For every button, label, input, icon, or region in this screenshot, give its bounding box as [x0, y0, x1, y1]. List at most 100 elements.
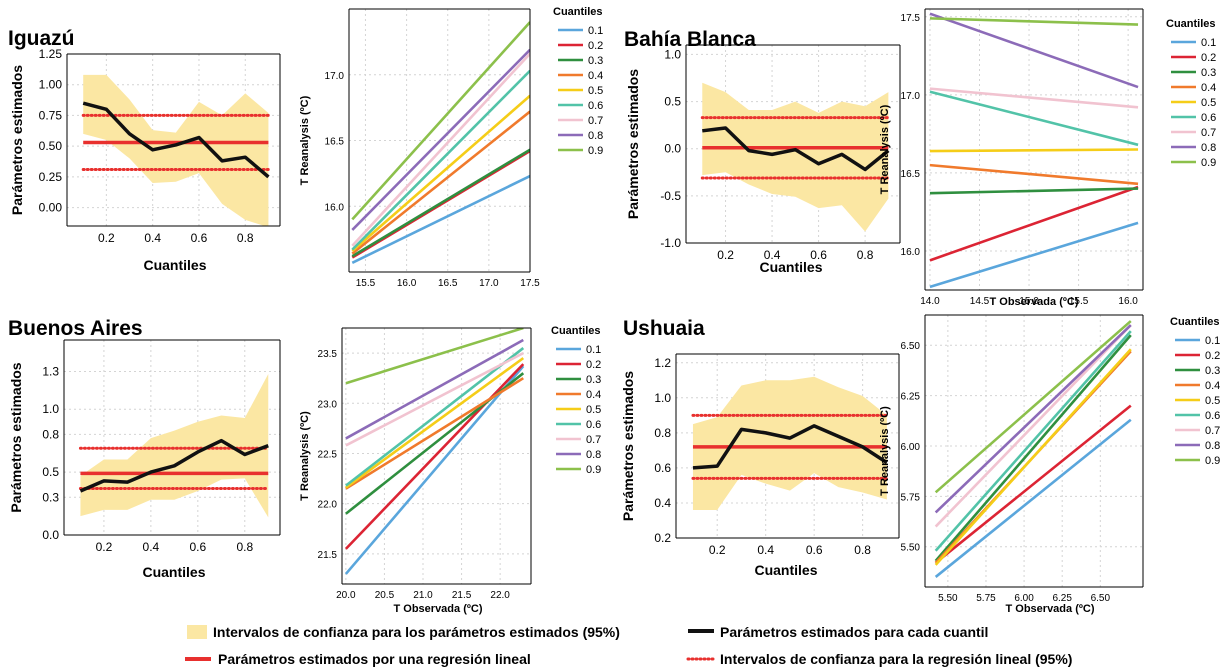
quantile-estimate-line — [702, 126, 890, 172]
x-tick-label: 16.0 — [1118, 296, 1138, 307]
y-tick-label: 0.0 — [664, 142, 681, 156]
plot-area — [351, 21, 530, 264]
x-tick-label: 22.0 — [490, 590, 510, 601]
x-tick-label: 0.4 — [143, 540, 160, 554]
chart-bahia-lines: 14.0 14.5 15.0 15.5 16.0 17.5 17.0 16.5 16.0 T Ob… — [879, 8, 1216, 308]
legend-band-label: Intervalos de confianza para los parámet… — [213, 624, 620, 640]
legend-title: Cuantiles — [553, 6, 603, 18]
y-tick-label: 16.5 — [901, 169, 921, 180]
series-line-0.5 — [934, 348, 1132, 566]
legend-label-0.6: 0.6 — [588, 100, 603, 112]
quantile-estimate-line — [692, 424, 888, 470]
legend-label-0.5: 0.5 — [586, 404, 601, 416]
series-line-0.1 — [934, 418, 1132, 578]
x-axis-label: Cuantiles — [754, 562, 817, 578]
y-tick-label: 0.75 — [39, 108, 63, 122]
x-tick-label: 5.50 — [938, 593, 958, 604]
series-line-0.2 — [934, 404, 1132, 564]
series-line-0.9 — [345, 328, 524, 385]
y-tick-label: -0.5 — [660, 189, 681, 203]
legend-label-0.2: 0.2 — [586, 359, 601, 371]
x-tick-label: 21.5 — [452, 590, 472, 601]
plot-area — [81, 74, 270, 226]
legend-label-0.2: 0.2 — [588, 40, 603, 52]
series-line-0.9 — [929, 17, 1139, 26]
chart-buenos-params: 0.2 0.4 0.6 0.8 1.3 1.0 0.8 0.5 0.3 0.0 Cuantiles P… — [8, 317, 281, 580]
legend-label-0.4: 0.4 — [586, 389, 601, 401]
y-tick-label: 0.0 — [42, 528, 59, 542]
legend-ci-label: Intervalos de confianza para la regresió… — [720, 651, 1072, 667]
y-tick-label: 22.5 — [318, 449, 338, 460]
y-tick-label: 0.25 — [39, 170, 63, 184]
legend-label-0.4: 0.4 — [1201, 82, 1216, 94]
y-axis-label: Parámetros estimados — [625, 69, 641, 219]
series-line-0.8 — [929, 12, 1139, 89]
legend-label-0.7: 0.7 — [1201, 127, 1216, 139]
series-line-0.2 — [344, 363, 525, 550]
x-tick-label: 6.50 — [1091, 593, 1111, 604]
y-tick-label: 0.5 — [664, 95, 681, 109]
panel-title: Iguazú — [8, 27, 75, 50]
legend-label-0.9: 0.9 — [1201, 157, 1216, 169]
chart-iguazu-params: 0.2 0.4 0.6 0.8 1.25 1.00 0.75 0.50 0.25 0.00 Cuan… — [8, 27, 281, 273]
chart-ushuaia-params: 0.2 0.4 0.6 0.8 1.2 1.0 0.8 0.6 0.4 0.2 Cuantiles P… — [620, 317, 900, 578]
y-tick-label: 0.3 — [42, 490, 59, 504]
y-tick-label: 21.5 — [318, 550, 338, 561]
y-axis-label: Parámetros estimados — [620, 371, 636, 521]
legend-label-0.8: 0.8 — [588, 130, 603, 142]
x-axis-label: Cuantiles — [142, 564, 205, 580]
plot-area — [344, 328, 525, 575]
x-tick-label: 20.5 — [375, 590, 395, 601]
x-tick-label: 16.5 — [438, 278, 458, 289]
y-tick-label: 17.0 — [901, 91, 921, 102]
plot-area — [691, 376, 889, 510]
x-tick-label: 0.2 — [98, 231, 115, 245]
chart-buenos-lines: 20.0 20.5 21.0 21.5 22.0 23.5 23.0 22.5 22.0 21.5… — [299, 325, 601, 615]
bottom-legend: Intervalos de confianza para los parámet… — [185, 624, 1072, 667]
chart-iguazu-lines: 15.5 16.0 16.5 17.0 17.5 17.0 16.5 16.0 T Reanal… — [299, 6, 603, 289]
series-line-0.6 — [929, 90, 1139, 147]
x-tick-label: 14.0 — [920, 296, 940, 307]
panel-title: Ushuaia — [623, 317, 705, 340]
legend-qreg-label: Parámetros estimados para cada cuantil — [720, 624, 988, 640]
y-tick-label: 1.0 — [654, 391, 671, 405]
legend-label-0.9: 0.9 — [1205, 455, 1220, 467]
legend-label-0.7: 0.7 — [1205, 425, 1220, 437]
plot-area — [700, 82, 890, 232]
y-tick-label: 1.25 — [39, 47, 63, 61]
series-line-0.6 — [345, 347, 525, 487]
series-line-0.6 — [351, 69, 530, 251]
y-tick-label: 23.0 — [318, 399, 338, 410]
x-tick-label: 6.25 — [1052, 593, 1072, 604]
x-tick-label: 0.2 — [717, 248, 734, 262]
chart-bahia-params: 0.2 0.4 0.6 0.8 1.0 0.5 0.0 -0.5 -1.0 Cuantiles Pa… — [624, 28, 901, 275]
x-axis-label: T Observada (ºC) — [394, 603, 483, 615]
series-line-0.7 — [351, 52, 530, 247]
series-line-0.7 — [929, 87, 1139, 109]
x-tick-label: 0.8 — [237, 231, 254, 245]
x-tick-label: 21.0 — [413, 590, 433, 601]
series-line-0.5 — [345, 357, 525, 489]
legend-title: Cuantiles — [551, 325, 601, 337]
series-line-0.3 — [929, 187, 1139, 195]
y-tick-label: 1.0 — [664, 47, 681, 61]
y-axis-label: T Reanalysis (ºC) — [879, 104, 891, 194]
series-line-0.4 — [351, 110, 530, 255]
x-tick-label: 0.6 — [189, 540, 206, 554]
legend-label-0.6: 0.6 — [1201, 112, 1216, 124]
x-tick-label: 16.0 — [397, 278, 417, 289]
y-axis-label: T Reanalysis (ºC) — [299, 95, 311, 185]
series-line-0.7 — [934, 324, 1132, 528]
x-tick-label: 5.75 — [976, 593, 996, 604]
legend-label-0.1: 0.1 — [586, 344, 601, 356]
legend-label-0.5: 0.5 — [588, 85, 603, 97]
y-tick-label: 0.8 — [42, 427, 59, 441]
series-line-0.8 — [351, 48, 530, 231]
y-tick-label: 0.8 — [654, 426, 671, 440]
x-tick-label: 0.2 — [709, 543, 726, 557]
y-tick-label: 1.3 — [42, 364, 59, 378]
x-tick-label: 0.8 — [857, 248, 874, 262]
series-line-0.5 — [929, 148, 1139, 153]
panel-title: Bahía Blanca — [624, 28, 756, 51]
quantile-legend: Cuantiles 0.1 0.2 0.3 0.4 0.5 0.6 0.7 0.8 0.9 — [1166, 18, 1216, 169]
